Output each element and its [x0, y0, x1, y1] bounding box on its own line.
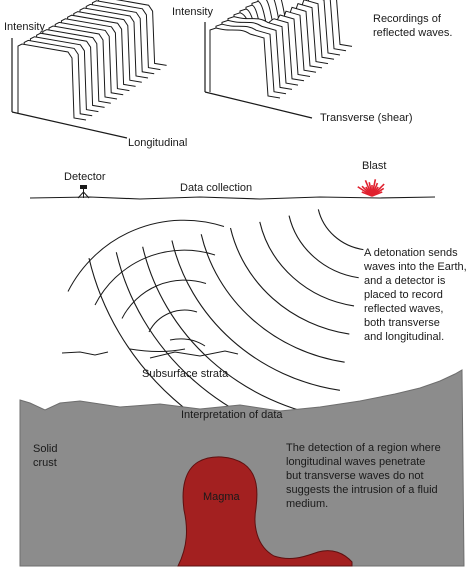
subsurface-strata-lines [61, 338, 239, 359]
transverse-traces [209, 0, 353, 99]
wavefront-arc [317, 209, 364, 251]
transverse-recording-chart [204, 0, 353, 119]
longitudinal-intensity-label: Intensity [4, 21, 45, 33]
wavefront-arc [229, 227, 350, 335]
reflected-wave-arc [94, 249, 216, 306]
reflected-wave-arc [148, 309, 198, 333]
reflected-wave-arc [121, 279, 207, 319]
recordings-caption: Recordings of reflected waves. [373, 13, 453, 39]
solid-crust-label: Solid crust [33, 443, 58, 469]
wavefront-arc [288, 215, 359, 279]
wavefront-arc [200, 234, 345, 363]
longitudinal-time-axis [11, 111, 128, 139]
detonation-note: A detonation sends waves into the Earth,… [364, 247, 467, 343]
wavefront-arc [142, 246, 336, 420]
blast-label: Blast [362, 160, 387, 172]
blast-icon [357, 179, 385, 197]
longitudinal-axis-label: Longitudinal [128, 137, 188, 149]
reflected-wave-arc [67, 219, 225, 292]
detector-label: Detector [64, 171, 106, 183]
interpretation-cross-section [19, 369, 465, 567]
wavefront-arc [171, 240, 341, 391]
detector-icon [77, 185, 90, 199]
wavefront-arc [259, 221, 355, 307]
transverse-time-axis [204, 91, 313, 119]
transverse-intensity-label: Intensity [172, 6, 213, 18]
ground-surface-line [29, 196, 436, 200]
transverse-trace [209, 27, 281, 99]
subsurface-strata-label: Subsurface strata [142, 368, 229, 380]
magma-label: Magma [203, 491, 240, 503]
longitudinal-recording-chart [11, 0, 167, 139]
data-collection-title: Data collection [180, 182, 253, 194]
magma-intrusion-region [177, 456, 353, 567]
interpretation-title: Interpretation of data [181, 409, 283, 421]
interpretation-note: The detection of a region where longitud… [286, 442, 441, 510]
transverse-axis-label: Transverse (shear) [320, 112, 413, 124]
longitudinal-traces [17, 0, 167, 121]
longitudinal-trace [17, 43, 87, 121]
